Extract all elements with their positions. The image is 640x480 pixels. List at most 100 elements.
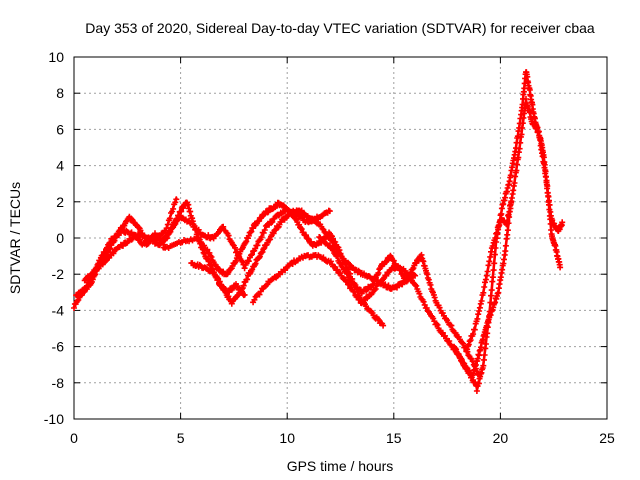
data-point (490, 267, 497, 274)
data-point (220, 223, 227, 230)
data-point (137, 236, 144, 243)
data-point (507, 205, 514, 212)
data-point (256, 291, 263, 298)
data-point (420, 298, 427, 305)
data-point (269, 218, 276, 225)
data-point (559, 219, 566, 226)
data-point (489, 243, 496, 249)
x-tick-label: 25 (599, 430, 615, 446)
data-point (436, 304, 443, 311)
data-point (375, 269, 382, 276)
data-point (371, 287, 378, 294)
data-point (232, 244, 238, 251)
data-point (515, 154, 522, 161)
data-point (474, 315, 481, 322)
data-point (252, 245, 259, 252)
data-point (412, 281, 419, 288)
series-track-9 (450, 199, 515, 379)
y-tick-label: 2 (56, 194, 64, 210)
data-point (162, 234, 169, 241)
data-point (521, 110, 528, 117)
data-point (351, 288, 358, 295)
data-point (229, 241, 236, 248)
y-tick-label: -8 (52, 375, 65, 391)
y-tick-label: 4 (56, 158, 64, 174)
data-point (506, 214, 513, 221)
data-point (446, 338, 453, 344)
data-point (163, 225, 170, 232)
x-tick-label: 0 (70, 430, 78, 446)
data-point (480, 289, 487, 296)
data-point (425, 276, 432, 283)
data-point (517, 139, 524, 146)
y-tick-label: 10 (48, 49, 64, 65)
data-point (394, 284, 400, 291)
data-point (535, 128, 542, 135)
data-point (460, 340, 467, 347)
data-point (101, 249, 108, 256)
data-point (101, 258, 108, 265)
data-point (346, 276, 352, 283)
data-point (265, 208, 272, 215)
data-point (332, 243, 339, 250)
data-point (172, 199, 179, 206)
data-point (421, 301, 428, 308)
data-point (465, 341, 472, 348)
data-point (412, 272, 419, 279)
data-point (346, 260, 352, 267)
data-point (195, 226, 202, 233)
x-tick-label: 20 (493, 430, 509, 446)
data-point (505, 220, 512, 227)
data-point (256, 253, 263, 260)
data-point (518, 131, 525, 138)
data-point (433, 320, 440, 327)
data-point (104, 244, 110, 251)
data-point (484, 268, 491, 275)
data-point (163, 233, 170, 240)
data-point (245, 258, 252, 265)
data-point (252, 260, 259, 267)
data-point (380, 322, 387, 329)
data-point (513, 167, 520, 174)
data-point (385, 282, 392, 289)
y-tick-label: -4 (52, 302, 65, 318)
x-tick-label: 15 (386, 430, 402, 446)
data-point (502, 242, 509, 249)
data-point (470, 331, 477, 338)
data-point (345, 259, 351, 266)
data-point (482, 276, 489, 283)
data-point (343, 270, 350, 277)
data-point (274, 224, 281, 231)
data-point (120, 242, 126, 249)
chart-title: Day 353 of 2020, Sidereal Day-to-day VTE… (85, 20, 595, 36)
data-point (383, 258, 390, 265)
data-point (465, 352, 472, 359)
data-point (476, 304, 483, 311)
data-point (326, 242, 333, 249)
y-tick-label: 6 (56, 121, 64, 137)
data-point (225, 232, 232, 239)
data-point (297, 225, 304, 232)
data-point (448, 322, 455, 329)
data-point (244, 276, 251, 283)
data-point (234, 283, 241, 289)
data-point (464, 346, 471, 353)
data-point (258, 234, 265, 241)
data-point (326, 208, 333, 215)
data-point (546, 201, 553, 208)
data-point (475, 311, 482, 318)
data-point (541, 164, 548, 171)
data-point (471, 326, 478, 333)
data-point (382, 281, 389, 288)
data-point (543, 179, 550, 186)
data-point (97, 258, 103, 264)
data-point (486, 258, 493, 265)
x-axis-label: GPS time / hours (287, 458, 394, 474)
data-point (334, 266, 341, 273)
data-point (494, 229, 500, 236)
series-track-8 (463, 96, 566, 353)
data-point (208, 254, 215, 260)
y-tick-label: -6 (52, 339, 65, 355)
x-tick-label: 10 (279, 430, 295, 446)
data-point (488, 287, 495, 294)
